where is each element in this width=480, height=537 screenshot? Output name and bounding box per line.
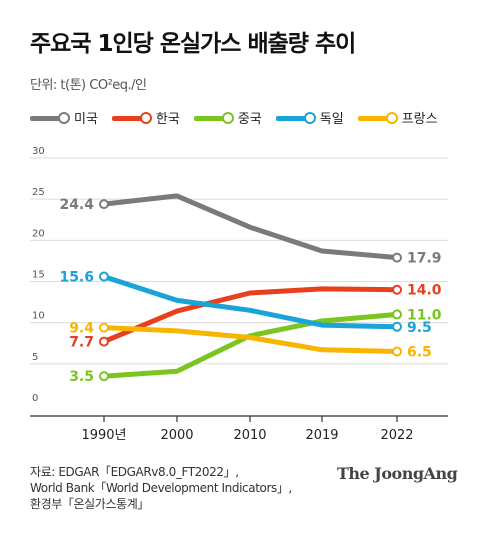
legend-swatch	[357, 111, 398, 124]
end-value-label: 11.0	[407, 307, 442, 323]
brand-logo: The JoongAng	[337, 464, 458, 483]
unit-label: 단위: t(톤) CO²eq./인	[30, 78, 147, 93]
end-value-label: 9.5	[407, 320, 432, 336]
y-tick-label: 0	[32, 393, 38, 404]
data-point	[99, 336, 109, 347]
data-point	[392, 309, 402, 320]
x-tick-label: 2010	[233, 428, 266, 443]
legend-item: 미국	[30, 108, 98, 127]
data-point	[392, 346, 402, 357]
start-value-label: 3.5	[69, 369, 94, 385]
end-value-label: 6.5	[407, 344, 432, 360]
legend-item: 중국	[193, 108, 262, 127]
x-tick-label: 2000	[160, 428, 193, 443]
series-line	[101, 274, 400, 330]
legend-label: 중국	[237, 112, 262, 127]
source-line: World Bank「World Development Indicators」…	[30, 481, 292, 495]
x-tick-label: 1990년	[81, 428, 126, 443]
end-value-label: 14.0	[407, 283, 442, 299]
start-value-label: 9.4	[69, 321, 94, 337]
legend-swatch	[111, 111, 152, 124]
data-point	[392, 284, 402, 295]
legend-item: 한국	[111, 108, 180, 127]
y-tick-label: 10	[32, 311, 45, 322]
legend-swatch	[275, 111, 316, 124]
y-tick-label: 30	[32, 146, 45, 157]
legend-label: 독일	[319, 112, 344, 127]
series-line	[101, 193, 400, 261]
data-point	[99, 199, 109, 210]
data-point	[99, 371, 109, 382]
legend-item: 독일	[275, 108, 344, 127]
data-point	[99, 271, 109, 282]
legend-label: 미국	[74, 112, 98, 127]
data-point	[99, 322, 109, 333]
y-tick-label: 20	[32, 228, 45, 239]
start-value-label: 7.7	[69, 335, 94, 351]
legend-label: 한국	[155, 112, 180, 127]
series-line	[101, 286, 400, 345]
legend-label: 프랑스	[401, 112, 438, 127]
source-line: 자료: EDGAR「EDGARv8.0_FT2022」,	[30, 465, 239, 479]
start-value-label: 15.6	[59, 270, 94, 286]
data-point	[392, 321, 402, 332]
y-tick-label: 5	[32, 352, 38, 363]
x-tick-label: 2022	[380, 428, 413, 443]
data-point	[392, 252, 402, 263]
legend-swatch	[30, 111, 70, 124]
y-tick-label: 15	[32, 270, 45, 281]
chart-title: 주요국 1인당 온실가스 배출량 추이	[30, 31, 356, 57]
source-note: 자료: EDGAR「EDGARv8.0_FT2022」, World Bank「…	[30, 464, 292, 512]
legend-swatch	[193, 111, 234, 124]
start-value-label: 24.4	[59, 197, 94, 213]
legend: 미국 한국 중국 독일 프랑스	[30, 108, 452, 127]
end-value-label: 17.9	[407, 251, 442, 267]
series-line	[101, 325, 400, 354]
source-line: 환경부「온실가스통계」	[30, 497, 149, 511]
legend-item: 프랑스	[357, 108, 438, 127]
x-tick-label: 2019	[305, 428, 338, 443]
y-tick-label: 25	[32, 187, 45, 198]
line-chart: 0 5 10 15 20 25 30 1990년 2000 2010 2019 2022 24.4 17.…	[30, 146, 448, 443]
